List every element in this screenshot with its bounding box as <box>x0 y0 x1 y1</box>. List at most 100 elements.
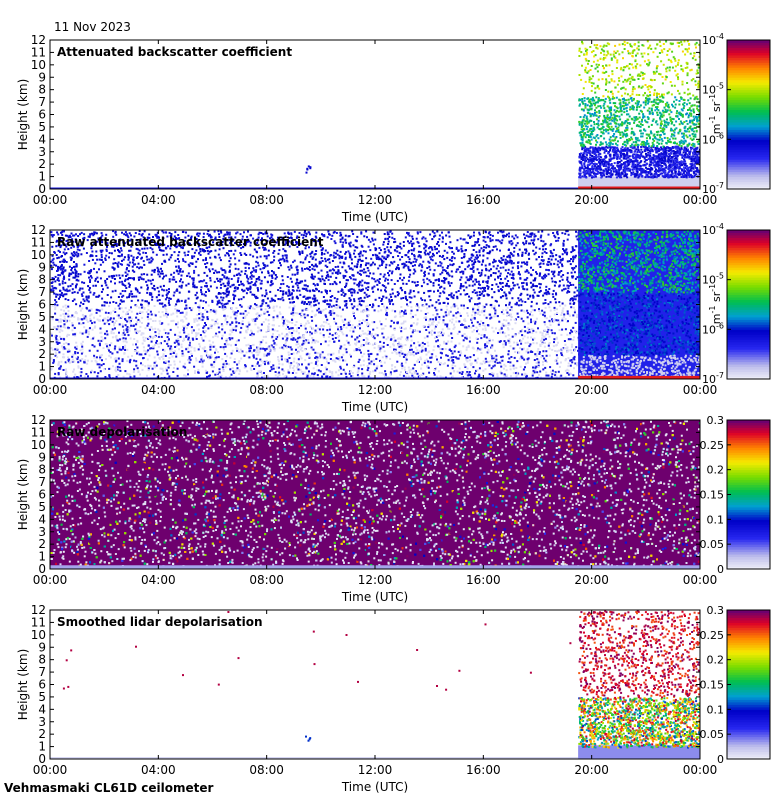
y-tick-label: 8 <box>38 653 46 667</box>
x-tick-label: 04:00 <box>141 573 176 587</box>
y-tick-label: 4 <box>38 132 46 146</box>
colorbar-tick-label: 10-6 <box>702 131 724 146</box>
x-tick-label: 08:00 <box>249 383 284 397</box>
heatmap-area <box>50 230 700 379</box>
y-axis-label: Height (km) <box>16 79 30 150</box>
x-tick-label: 00:00 <box>33 193 68 207</box>
colorbar-tick-label: 0.1 <box>707 513 725 526</box>
y-tick-label: 5 <box>38 120 46 134</box>
colorbar-frame <box>726 229 771 380</box>
signal-pixels <box>305 165 312 174</box>
panel-title: Raw depolarisation <box>57 425 187 439</box>
x-tick-label: 00:00 <box>33 573 68 587</box>
x-tick-label: 00:00 <box>683 573 718 587</box>
signal-pixels <box>578 40 700 98</box>
evening-surface-layer <box>578 186 700 189</box>
panel-title: Raw attenuated backscatter coefficient <box>57 235 324 249</box>
y-tick-label: 0 <box>38 562 46 576</box>
colorbar-tick-label: 0.25 <box>700 439 725 452</box>
y-tick-label: 1 <box>38 550 46 564</box>
y-tick-label: 10 <box>31 438 46 452</box>
colorbar-tick-label: 0.05 <box>700 538 725 551</box>
colorbar-tick-label: 0.05 <box>700 728 725 741</box>
y-tick-label: 6 <box>38 678 46 692</box>
colorbar-tick-label: 10-5 <box>702 272 724 287</box>
colorbar-tick-label: 0 <box>717 563 724 576</box>
x-tick-label: 00:00 <box>683 193 718 207</box>
x-tick-label: 04:00 <box>141 383 176 397</box>
x-tick-label: 00:00 <box>683 763 718 777</box>
x-tick-label: 20:00 <box>574 573 609 587</box>
colorbar-tick-label: 0 <box>717 753 724 766</box>
y-axis-label: Height (km) <box>16 649 30 720</box>
y-tick-label: 7 <box>38 285 46 299</box>
x-tick-label: 04:00 <box>141 193 176 207</box>
y-tick-label: 9 <box>38 450 46 464</box>
x-tick-label: 12:00 <box>358 383 393 397</box>
y-tick-label: 5 <box>38 690 46 704</box>
y-tick-label: 5 <box>38 310 46 324</box>
y-tick-label: 3 <box>38 525 46 539</box>
y-tick-label: 1 <box>38 360 46 374</box>
colorbar-tick-label: 0.15 <box>700 679 725 692</box>
colorbar-unit: m-1 sr-1 <box>708 284 723 324</box>
colorbar: 10-7 10-6 10-5 10-4 m-1 sr-1 <box>702 32 771 196</box>
y-tick-label: 12 <box>31 413 46 427</box>
signal-pixels <box>578 230 700 379</box>
y-tick-label: 6 <box>38 488 46 502</box>
x-axis-label: Time (UTC) <box>341 590 408 604</box>
x-tick-label: 08:00 <box>249 573 284 587</box>
y-tick-label: 7 <box>38 95 46 109</box>
colorbar-tick-label: 10-4 <box>702 32 724 47</box>
x-tick-label: 12:00 <box>358 763 393 777</box>
colorbar-tick-label: 0.3 <box>707 414 725 427</box>
panel-title: Smoothed lidar depolarisation <box>57 615 263 629</box>
y-tick-label: 11 <box>31 235 46 249</box>
x-tick-label: 16:00 <box>466 763 501 777</box>
evening-low-layer <box>578 745 700 759</box>
y-tick-label: 0 <box>38 372 46 386</box>
y-tick-label: 2 <box>38 157 46 171</box>
y-tick-label: 0 <box>38 752 46 766</box>
y-tick-label: 7 <box>38 665 46 679</box>
y-tick-label: 2 <box>38 537 46 551</box>
heatmap-area <box>50 40 700 189</box>
signal-pixels <box>305 735 312 742</box>
x-tick-label: 00:00 <box>33 383 68 397</box>
y-tick-label: 6 <box>38 108 46 122</box>
plot-background <box>50 40 700 189</box>
x-axis-label: Time (UTC) <box>341 780 408 794</box>
y-tick-label: 4 <box>38 322 46 336</box>
y-tick-label: 12 <box>31 603 46 617</box>
colorbar-tick-label: 0.15 <box>700 489 725 502</box>
y-tick-label: 9 <box>38 70 46 84</box>
date-label: 11 Nov 2023 <box>54 20 131 34</box>
signal-pixels <box>578 610 700 699</box>
colorbar-tick-label: 0.1 <box>707 703 725 716</box>
colorbar-tick-label: 10-5 <box>702 82 724 97</box>
y-tick-label: 10 <box>31 628 46 642</box>
y-tick-label: 3 <box>38 715 46 729</box>
colorbar-tick-label: 10-7 <box>702 371 724 386</box>
y-tick-label: 11 <box>31 45 46 59</box>
y-tick-label: 12 <box>31 33 46 47</box>
colorbar-tick-label: 0.3 <box>707 604 725 617</box>
x-tick-label: 08:00 <box>249 193 284 207</box>
x-axis-label: Time (UTC) <box>341 400 408 414</box>
colorbar: 0 0.05 0.1 0.15 0.2 0.25 0.3 <box>700 604 771 766</box>
x-tick-label: 20:00 <box>574 383 609 397</box>
x-tick-label: 16:00 <box>466 193 501 207</box>
colorbar-tick-label: 10-7 <box>702 181 724 196</box>
heatmap-area <box>50 420 700 569</box>
y-tick-label: 8 <box>38 273 46 287</box>
y-tick-label: 3 <box>38 335 46 349</box>
y-tick-label: 11 <box>31 425 46 439</box>
y-axis-label: Height (km) <box>16 269 30 340</box>
colorbar-tick-label: 10-6 <box>702 321 724 336</box>
y-tick-label: 9 <box>38 260 46 274</box>
signal-pixels <box>50 230 580 379</box>
evening-surface-layer <box>578 375 700 379</box>
